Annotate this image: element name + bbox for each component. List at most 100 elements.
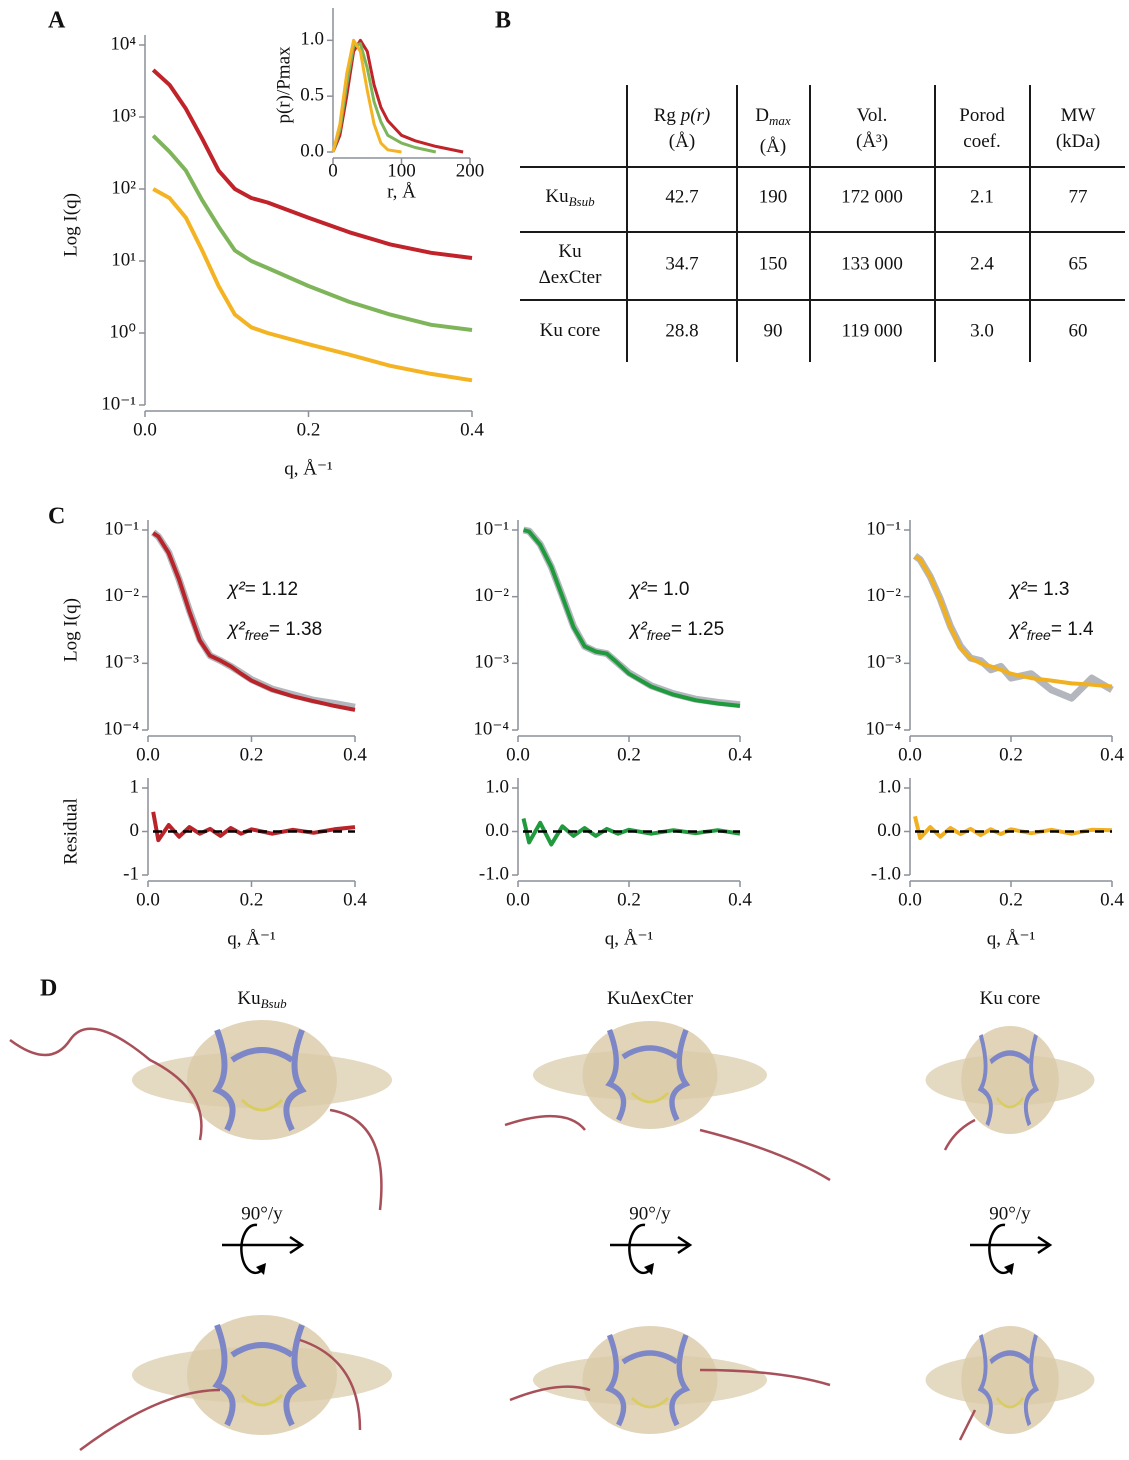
data-line: [913, 815, 1113, 840]
data-line: [331, 38, 464, 154]
panel-label: A: [48, 8, 66, 34]
y-tick-label: 10⁻³: [474, 652, 509, 673]
y-tick-label: 10⁻¹: [104, 518, 139, 539]
table-cell: 34.7: [665, 253, 698, 274]
text-part: Ku core: [980, 988, 1041, 1009]
y-tick-label: 0.0: [877, 820, 901, 841]
table-cell: 2.1: [970, 186, 994, 207]
x-tick-label: 0.4: [460, 419, 484, 440]
rich-text: Ku core: [540, 320, 601, 341]
structure-model: [132, 1315, 392, 1435]
y-axis-label: p(r)/Pmax: [273, 46, 294, 124]
x-tick-label: 0.4: [728, 889, 752, 910]
y-tick-label: 10⁰: [109, 321, 136, 342]
rich-text: Vol. (Å³): [856, 105, 888, 152]
structure-model: [533, 1326, 767, 1434]
table-cell: 60: [1069, 320, 1088, 341]
data-line: [913, 554, 1113, 689]
text-part: (Å): [669, 131, 695, 152]
table-cell: 3.0: [970, 320, 994, 341]
y-tick-label: 10⁻³: [104, 652, 139, 673]
disordered-tail: [9, 1027, 383, 1452]
y-tick-label: 10⁻¹: [866, 518, 901, 539]
text-part: (Å³): [856, 131, 888, 152]
x-tick-label: 0.2: [240, 744, 264, 765]
chi-value: = 1.12: [245, 579, 298, 600]
rotation-arrow: [968, 1223, 1052, 1277]
text-part: (kDa): [1056, 131, 1100, 152]
chi-symbol: χ²: [226, 579, 245, 600]
y-tick-label: 10⁻⁴: [473, 718, 509, 739]
x-tick-label: 200: [456, 160, 485, 181]
y-tick-label: 1: [130, 776, 140, 797]
disordered-tail: [504, 1114, 831, 1402]
panel-label: B: [495, 8, 511, 34]
y-tick-label: 10⁻²: [104, 585, 139, 606]
y-tick-label: 10⁻¹: [474, 518, 509, 539]
data-line: [522, 528, 741, 708]
chi-subscript: free: [1027, 627, 1051, 643]
x-tick-label: 0.2: [999, 744, 1023, 765]
x-tick-label: 0.0: [136, 744, 160, 765]
rich-text: KuΔexCter: [607, 988, 694, 1009]
table-cell: 190: [759, 186, 788, 207]
x-axis-label: q, Å⁻¹: [605, 928, 654, 949]
x-axis-label: q, Å⁻¹: [987, 928, 1036, 949]
text-subscript: Bsub: [261, 996, 288, 1011]
text-part: D: [755, 105, 769, 126]
x-tick-label: 0.2: [297, 419, 321, 440]
x-tick-label: 0.0: [506, 889, 530, 910]
y-axis-label: Log I(q): [60, 193, 81, 257]
y-tick-label: 10⁻³: [866, 652, 901, 673]
table-cell: 2.4: [970, 253, 994, 274]
x-tick-label: 0.2: [240, 889, 264, 910]
structure-models: [9, 1020, 1095, 1452]
rich-text: KuBsub: [237, 988, 287, 1011]
chi-subscript: free: [647, 627, 671, 643]
y-tick-label: 10³: [111, 105, 136, 126]
x-tick-label: 0.0: [898, 744, 922, 765]
data-line: [151, 68, 473, 260]
fit-annotation: χ²= 1.12: [226, 579, 298, 600]
rich-text: MW (kDa): [1056, 105, 1100, 152]
y-tick-label: 1.0: [877, 776, 901, 797]
chi-symbol: χ²: [628, 579, 647, 600]
data-line: [522, 526, 741, 709]
text-part: Ku: [237, 988, 261, 1009]
chi-value: = 1.3: [1027, 579, 1070, 600]
table-cell: 150: [759, 253, 788, 274]
structure-model: [533, 1021, 767, 1129]
text-subscript: Bsub: [569, 194, 596, 209]
structure-model: [926, 1026, 1095, 1134]
panel-label: D: [40, 976, 57, 1002]
x-tick-label: 0.4: [1100, 889, 1124, 910]
x-tick-label: 0.4: [343, 889, 367, 910]
rich-text: Ku core: [980, 988, 1041, 1009]
chi-value: = 1.25: [671, 619, 724, 640]
fit-annotation: χ²= 1.0: [628, 579, 690, 600]
chi-symbol: χ²: [1008, 579, 1027, 600]
table-cell: 172 000: [841, 186, 903, 207]
y-tick-label: -1.0: [479, 863, 509, 884]
chi-value: = 1.4: [1051, 619, 1094, 640]
y-tick-label: 10⁴: [110, 33, 136, 54]
x-tick-label: 0.0: [898, 889, 922, 910]
x-tick-label: 0: [328, 160, 338, 181]
y-tick-label: 0.0: [300, 140, 324, 161]
text-part: Ku: [545, 186, 569, 207]
text-part: Ku core: [540, 320, 601, 341]
rotation-arrow: [220, 1223, 304, 1277]
structure-model: [926, 1326, 1095, 1434]
text-part: (Å): [760, 136, 786, 157]
disordered-tail: [943, 1118, 977, 1441]
chi-value: = 1.38: [269, 619, 322, 640]
y-tick-label: 10⁻⁴: [865, 718, 901, 739]
x-axis-label: q, Å⁻¹: [284, 458, 333, 479]
text-part: Vol.: [857, 105, 888, 126]
fit-annotation: χ²= 1.3: [1008, 579, 1070, 600]
chi-symbol: χ²: [1008, 619, 1027, 640]
rich-text: KuBsub: [545, 186, 595, 209]
y-tick-label: 1.0: [485, 776, 509, 797]
chi-symbol: χ²: [628, 619, 647, 640]
